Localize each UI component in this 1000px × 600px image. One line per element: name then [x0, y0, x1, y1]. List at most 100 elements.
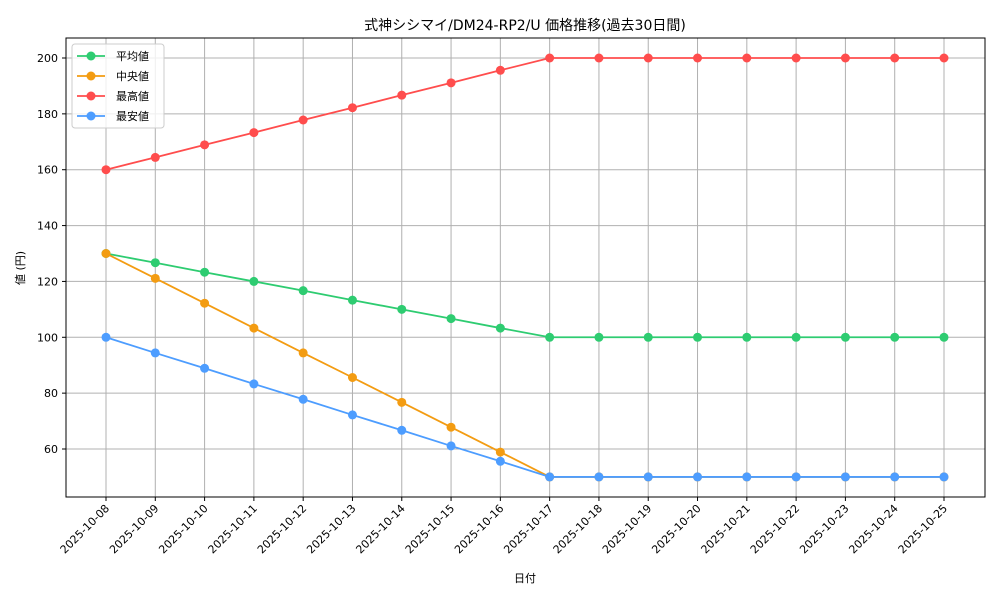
data-point: [150, 273, 160, 283]
x-tick-label: 2025-10-22: [748, 502, 802, 556]
data-point: [594, 53, 604, 63]
data-point: [200, 140, 210, 150]
data-point: [150, 348, 160, 358]
x-tick-label: 2025-10-15: [403, 502, 457, 556]
series-line: [101, 249, 949, 482]
data-point: [347, 373, 357, 383]
data-point: [495, 323, 505, 333]
data-point: [545, 53, 555, 63]
data-point: [397, 304, 407, 314]
data-point: [150, 152, 160, 162]
x-tick-label: 2025-10-08: [58, 502, 112, 556]
y-tick-label: 140: [37, 220, 58, 233]
data-point: [939, 53, 949, 63]
x-tick-label: 2025-10-14: [353, 502, 407, 556]
data-point: [446, 422, 456, 432]
data-point: [397, 397, 407, 407]
y-tick-label: 180: [37, 108, 58, 121]
legend-label: 中央値: [116, 70, 149, 83]
data-point: [397, 90, 407, 100]
data-point: [939, 332, 949, 342]
data-point: [101, 165, 111, 175]
x-tick-label: 2025-10-17: [501, 502, 555, 556]
series-line: [101, 249, 949, 342]
data-point: [693, 332, 703, 342]
y-tick-label: 200: [37, 52, 58, 65]
data-point: [249, 323, 259, 333]
data-point: [298, 115, 308, 125]
data-point: [693, 53, 703, 63]
x-tick-label: 2025-10-10: [156, 502, 210, 556]
x-tick-label: 2025-10-23: [797, 502, 851, 556]
data-point: [643, 53, 653, 63]
data-point: [840, 472, 850, 482]
data-point: [200, 298, 210, 308]
y-tick-label: 160: [37, 164, 58, 177]
legend-marker-icon: [86, 111, 96, 121]
x-tick-label: 2025-10-11: [206, 502, 260, 556]
y-tick-label: 100: [37, 331, 58, 344]
legend-marker-icon: [86, 51, 96, 61]
data-point: [200, 267, 210, 277]
legend-label: 最高値: [116, 89, 149, 103]
y-axis-label: 値 (円): [14, 251, 27, 285]
legend-label: 平均値: [116, 50, 149, 63]
data-point: [446, 441, 456, 451]
x-tick-label: 2025-10-09: [107, 502, 161, 556]
y-tick-label: 80: [44, 387, 58, 400]
y-tick-label: 60: [44, 443, 58, 456]
grid: [66, 38, 985, 497]
legend-item: 中央値: [77, 70, 149, 83]
y-tick-label: 120: [37, 275, 58, 288]
data-point: [693, 472, 703, 482]
legend-item: 最安値: [77, 109, 149, 123]
data-point: [347, 103, 357, 113]
data-point: [495, 65, 505, 75]
legend-marker-icon: [86, 91, 96, 101]
data-series: [101, 53, 949, 482]
data-point: [594, 332, 604, 342]
x-axis-label: 日付: [514, 572, 536, 585]
plot-frame: [65, 37, 986, 498]
data-point: [495, 447, 505, 457]
legend-label: 最安値: [116, 109, 149, 123]
x-axis: 2025-10-082025-10-092025-10-102025-10-11…: [58, 497, 950, 556]
data-point: [446, 78, 456, 88]
data-point: [643, 472, 653, 482]
data-point: [446, 314, 456, 324]
data-point: [742, 332, 752, 342]
legend-item: 最高値: [77, 89, 149, 103]
x-tick-label: 2025-10-20: [649, 502, 703, 556]
data-point: [594, 472, 604, 482]
data-point: [298, 394, 308, 404]
series-line: [101, 332, 949, 482]
data-point: [249, 379, 259, 389]
data-point: [101, 332, 111, 342]
series-line: [101, 53, 949, 175]
x-tick-label: 2025-10-25: [896, 502, 950, 556]
data-point: [742, 472, 752, 482]
x-tick-label: 2025-10-18: [551, 502, 605, 556]
data-point: [840, 332, 850, 342]
data-point: [101, 249, 111, 258]
x-tick-label: 2025-10-13: [304, 502, 358, 556]
data-point: [890, 472, 900, 482]
data-point: [150, 258, 160, 268]
data-point: [347, 410, 357, 420]
data-point: [200, 363, 210, 373]
data-point: [298, 286, 308, 296]
x-tick-label: 2025-10-16: [452, 502, 506, 556]
data-point: [298, 348, 308, 358]
data-point: [791, 472, 801, 482]
data-point: [890, 332, 900, 342]
data-point: [545, 472, 555, 482]
legend-item: 平均値: [77, 50, 149, 63]
x-tick-label: 2025-10-21: [699, 502, 753, 556]
data-point: [791, 332, 801, 342]
data-point: [939, 472, 949, 482]
data-point: [890, 53, 900, 63]
chart-title: 式神シシマイ/DM24-RP2/U 価格推移(過去30日間): [364, 18, 686, 34]
x-tick-label: 2025-10-12: [255, 502, 309, 556]
